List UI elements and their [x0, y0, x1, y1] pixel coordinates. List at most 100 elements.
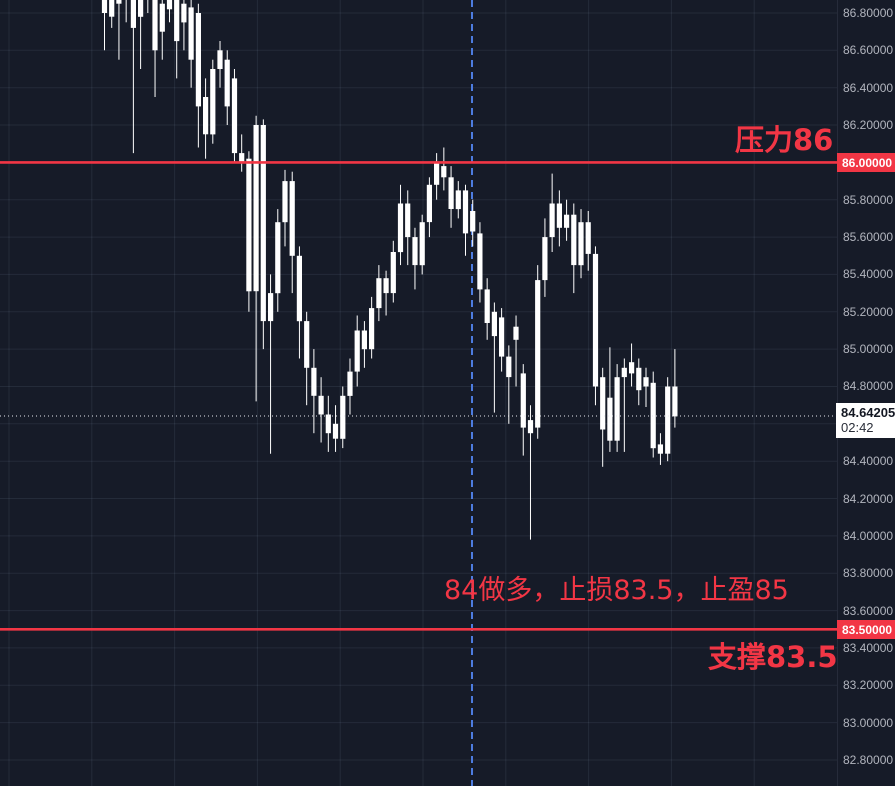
candle [513, 315, 519, 387]
candle [282, 169, 288, 247]
candle-body [268, 293, 274, 322]
candle [643, 367, 649, 407]
axis-tick-label: 86.60000 [843, 43, 894, 57]
candle-body [231, 78, 238, 154]
candle-body [390, 252, 396, 294]
candle-body [239, 153, 245, 163]
candle [166, 0, 173, 23]
candle-body [614, 377, 620, 441]
candle-body [383, 278, 389, 294]
candle-body [354, 330, 360, 372]
axis-tick-label: 85.60000 [843, 230, 894, 244]
axis-tick-label: 83.60000 [843, 604, 894, 618]
axis-tick-label: 86.80000 [843, 6, 894, 20]
candle [116, 0, 122, 60]
candle-body [506, 356, 512, 378]
candle-body [455, 190, 461, 210]
candle-body [578, 222, 584, 266]
axis-tick-label: 85.80000 [843, 193, 894, 207]
candle-body [318, 395, 324, 415]
candle [174, 0, 180, 79]
candle [592, 246, 599, 406]
candle [101, 0, 108, 51]
candle [578, 209, 584, 279]
candle-body [621, 367, 627, 378]
candle [405, 190, 411, 266]
candle-body [282, 181, 288, 223]
candle-body [650, 382, 656, 449]
candle-body [412, 237, 418, 266]
candle [383, 270, 389, 316]
bar-countdown-timer: 02:42 [841, 420, 874, 435]
candle [491, 302, 497, 413]
grid-layer [0, 0, 837, 786]
axis-tick-label: 85.40000 [843, 267, 894, 281]
candle-body [513, 326, 519, 340]
axis-tick-label: 84.00000 [843, 529, 894, 543]
trade-note-annotation[interactable]: 84做多，止损83.5，止盈85 [444, 575, 789, 606]
candle [397, 184, 404, 266]
candle-body [520, 373, 526, 428]
candle-body [549, 203, 555, 238]
candle [672, 349, 678, 428]
candle-body [181, 3, 187, 23]
candle-body [556, 203, 562, 228]
candle-body [376, 278, 382, 309]
candle [340, 386, 346, 449]
candle [188, 0, 194, 88]
candle [614, 364, 620, 452]
candle [289, 171, 295, 294]
candle-body [592, 253, 599, 387]
candle-body [527, 420, 534, 434]
candle [585, 211, 591, 271]
candle [477, 222, 483, 303]
last-price-tag: 84.64205 02:42 [836, 403, 895, 438]
candle-body [166, 0, 173, 10]
candles-layer [101, 0, 678, 540]
candle-body [296, 255, 302, 322]
axis-tick-label: 83.80000 [843, 566, 894, 580]
candle [296, 246, 302, 359]
candle [159, 0, 165, 60]
axis-tick-label: 84.20000 [843, 492, 894, 506]
candle [147, 0, 149, 13]
support-annotation[interactable]: 支撑83.5 [708, 640, 838, 674]
candle [390, 240, 396, 303]
candle-body [419, 222, 425, 266]
candle [571, 203, 577, 294]
candle [549, 173, 555, 252]
candle [275, 209, 281, 312]
candle [195, 3, 201, 148]
support-price-tag: 83.50000 [837, 620, 895, 639]
candle-body [195, 13, 201, 107]
candle [231, 69, 238, 163]
candle-body [138, 0, 144, 17]
candle-body [340, 395, 346, 439]
candle [657, 433, 663, 465]
axis-tick-label: 83.40000 [843, 641, 894, 655]
candle-body [304, 321, 310, 368]
candle-body [629, 362, 635, 374]
candle-body [289, 181, 295, 256]
candle-body [224, 59, 230, 107]
candle [253, 115, 259, 402]
price-axis[interactable]: 86.80000 86.60000 86.40000 86.20000 85.80000… [837, 0, 895, 786]
candle-body [448, 177, 454, 209]
candle-body [203, 97, 209, 135]
candle-body [600, 377, 606, 430]
candle-body [130, 0, 136, 28]
candle-body [159, 3, 165, 32]
candle [629, 343, 635, 387]
candle-body [397, 203, 404, 253]
resistance-annotation[interactable]: 压力86 [735, 123, 834, 157]
candle [311, 349, 317, 434]
candle-body [665, 386, 671, 454]
candle [152, 0, 158, 97]
candle [217, 41, 223, 88]
candle-body [311, 367, 317, 396]
candle-body [101, 0, 108, 13]
candle-body [174, 0, 180, 42]
candle [650, 371, 656, 458]
